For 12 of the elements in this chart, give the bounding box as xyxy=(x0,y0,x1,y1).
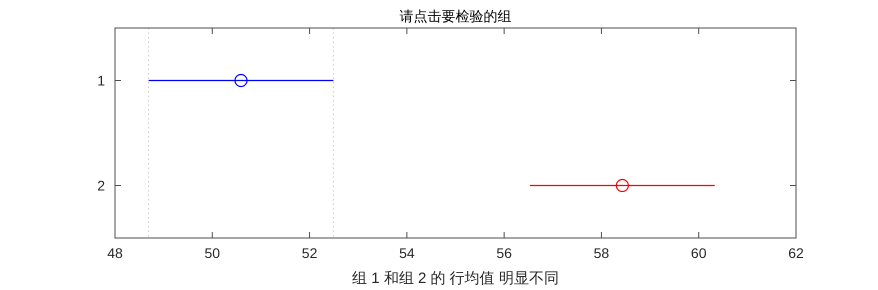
x-tick-label: 50 xyxy=(204,245,220,261)
chart-title: 请点击要检验的组 xyxy=(400,8,512,24)
x-tick-label: 52 xyxy=(302,245,318,261)
y-tick-label: 1 xyxy=(97,72,106,88)
x-tick-label: 48 xyxy=(107,245,123,261)
x-tick-label: 62 xyxy=(788,245,804,261)
x-tick-label: 60 xyxy=(690,245,707,261)
x-tick-label: 54 xyxy=(399,245,415,261)
y-tick-label: 2 xyxy=(97,178,106,194)
x-tick-label: 56 xyxy=(496,245,512,261)
x-axis-title: 组 1 和组 2 的 行均值 明显不同 xyxy=(352,270,559,287)
x-tick-label: 58 xyxy=(594,245,610,261)
